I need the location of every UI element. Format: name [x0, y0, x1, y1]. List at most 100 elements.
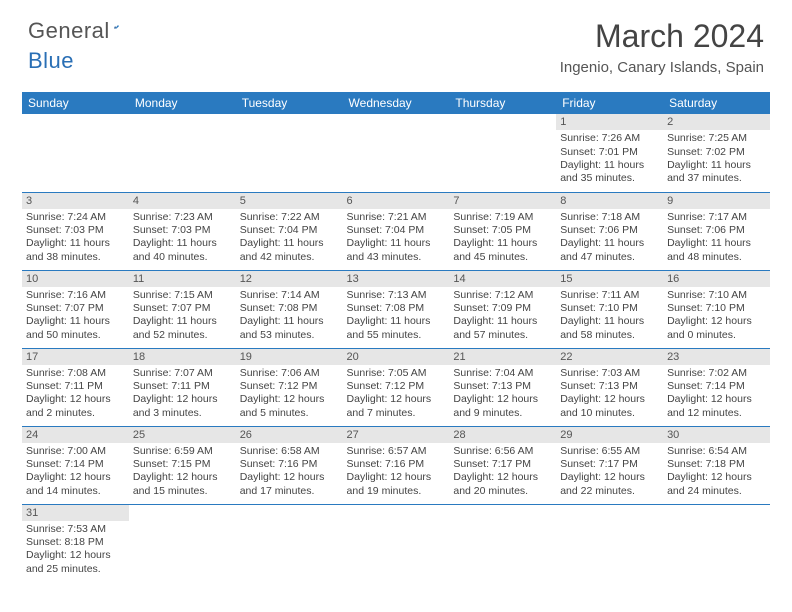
- day-number: 11: [129, 271, 236, 287]
- day-details: Sunrise: 7:10 AMSunset: 7:10 PMDaylight:…: [663, 287, 770, 345]
- day-details: Sunrise: 7:13 AMSunset: 7:08 PMDaylight:…: [343, 287, 450, 345]
- day-details: Sunrise: 7:26 AMSunset: 7:01 PMDaylight:…: [556, 130, 663, 188]
- day-number: 26: [236, 427, 343, 443]
- header: General March 2024 Ingenio, Canary Islan…: [0, 0, 792, 82]
- calendar-day-cell: 30Sunrise: 6:54 AMSunset: 7:18 PMDayligh…: [663, 426, 770, 504]
- brand-text-general: General: [28, 18, 110, 44]
- calendar-day-cell: 22Sunrise: 7:03 AMSunset: 7:13 PMDayligh…: [556, 348, 663, 426]
- weekday-header: Sunday: [22, 92, 129, 114]
- day-number: 13: [343, 271, 450, 287]
- calendar-day-cell: 19Sunrise: 7:06 AMSunset: 7:12 PMDayligh…: [236, 348, 343, 426]
- month-title: March 2024: [560, 18, 764, 55]
- day-details: Sunrise: 7:21 AMSunset: 7:04 PMDaylight:…: [343, 209, 450, 267]
- day-number: 4: [129, 193, 236, 209]
- calendar-day-cell: 29Sunrise: 6:55 AMSunset: 7:17 PMDayligh…: [556, 426, 663, 504]
- day-number: 23: [663, 349, 770, 365]
- calendar-empty-cell: [343, 114, 450, 192]
- calendar-empty-cell: [236, 504, 343, 582]
- weekday-header: Tuesday: [236, 92, 343, 114]
- calendar-day-cell: 9Sunrise: 7:17 AMSunset: 7:06 PMDaylight…: [663, 192, 770, 270]
- day-number: 20: [343, 349, 450, 365]
- brand-text-blue-wrap: Blue: [28, 48, 74, 74]
- day-details: Sunrise: 7:12 AMSunset: 7:09 PMDaylight:…: [449, 287, 556, 345]
- day-details: Sunrise: 7:11 AMSunset: 7:10 PMDaylight:…: [556, 287, 663, 345]
- calendar-day-cell: 23Sunrise: 7:02 AMSunset: 7:14 PMDayligh…: [663, 348, 770, 426]
- calendar-week-row: 10Sunrise: 7:16 AMSunset: 7:07 PMDayligh…: [22, 270, 770, 348]
- day-details: Sunrise: 7:03 AMSunset: 7:13 PMDaylight:…: [556, 365, 663, 423]
- day-number: 17: [22, 349, 129, 365]
- day-number: 19: [236, 349, 343, 365]
- calendar-day-cell: 2Sunrise: 7:25 AMSunset: 7:02 PMDaylight…: [663, 114, 770, 192]
- calendar-day-cell: 18Sunrise: 7:07 AMSunset: 7:11 PMDayligh…: [129, 348, 236, 426]
- day-number: 5: [236, 193, 343, 209]
- day-number: 9: [663, 193, 770, 209]
- title-block: March 2024 Ingenio, Canary Islands, Spai…: [560, 18, 764, 76]
- weekday-header: Friday: [556, 92, 663, 114]
- calendar-week-row: 3Sunrise: 7:24 AMSunset: 7:03 PMDaylight…: [22, 192, 770, 270]
- calendar-day-cell: 12Sunrise: 7:14 AMSunset: 7:08 PMDayligh…: [236, 270, 343, 348]
- calendar-day-cell: 1Sunrise: 7:26 AMSunset: 7:01 PMDaylight…: [556, 114, 663, 192]
- day-details: Sunrise: 7:08 AMSunset: 7:11 PMDaylight:…: [22, 365, 129, 423]
- day-number: 7: [449, 193, 556, 209]
- calendar-day-cell: 11Sunrise: 7:15 AMSunset: 7:07 PMDayligh…: [129, 270, 236, 348]
- day-details: Sunrise: 7:22 AMSunset: 7:04 PMDaylight:…: [236, 209, 343, 267]
- flag-icon: [114, 19, 119, 35]
- calendar-day-cell: 24Sunrise: 7:00 AMSunset: 7:14 PMDayligh…: [22, 426, 129, 504]
- day-details: Sunrise: 7:17 AMSunset: 7:06 PMDaylight:…: [663, 209, 770, 267]
- day-details: Sunrise: 7:25 AMSunset: 7:02 PMDaylight:…: [663, 130, 770, 188]
- day-details: Sunrise: 7:05 AMSunset: 7:12 PMDaylight:…: [343, 365, 450, 423]
- weekday-header: Thursday: [449, 92, 556, 114]
- day-number: 8: [556, 193, 663, 209]
- day-details: Sunrise: 7:00 AMSunset: 7:14 PMDaylight:…: [22, 443, 129, 501]
- day-number: 28: [449, 427, 556, 443]
- day-number: 25: [129, 427, 236, 443]
- calendar-table: SundayMondayTuesdayWednesdayThursdayFrid…: [22, 92, 770, 582]
- day-number: 3: [22, 193, 129, 209]
- day-details: Sunrise: 6:55 AMSunset: 7:17 PMDaylight:…: [556, 443, 663, 501]
- calendar-week-row: 24Sunrise: 7:00 AMSunset: 7:14 PMDayligh…: [22, 426, 770, 504]
- calendar-day-cell: 25Sunrise: 6:59 AMSunset: 7:15 PMDayligh…: [129, 426, 236, 504]
- day-details: Sunrise: 7:06 AMSunset: 7:12 PMDaylight:…: [236, 365, 343, 423]
- calendar-day-cell: 28Sunrise: 6:56 AMSunset: 7:17 PMDayligh…: [449, 426, 556, 504]
- weekday-header: Saturday: [663, 92, 770, 114]
- day-number: 29: [556, 427, 663, 443]
- calendar-week-row: 17Sunrise: 7:08 AMSunset: 7:11 PMDayligh…: [22, 348, 770, 426]
- calendar-empty-cell: [236, 114, 343, 192]
- day-number: 16: [663, 271, 770, 287]
- day-details: Sunrise: 7:19 AMSunset: 7:05 PMDaylight:…: [449, 209, 556, 267]
- day-number: 12: [236, 271, 343, 287]
- calendar-day-cell: 8Sunrise: 7:18 AMSunset: 7:06 PMDaylight…: [556, 192, 663, 270]
- day-number: 2: [663, 114, 770, 130]
- calendar-day-cell: 16Sunrise: 7:10 AMSunset: 7:10 PMDayligh…: [663, 270, 770, 348]
- calendar-day-cell: 26Sunrise: 6:58 AMSunset: 7:16 PMDayligh…: [236, 426, 343, 504]
- weekday-header: Wednesday: [343, 92, 450, 114]
- calendar-week-row: 1Sunrise: 7:26 AMSunset: 7:01 PMDaylight…: [22, 114, 770, 192]
- day-number: 14: [449, 271, 556, 287]
- calendar-day-cell: 6Sunrise: 7:21 AMSunset: 7:04 PMDaylight…: [343, 192, 450, 270]
- day-number: 21: [449, 349, 556, 365]
- calendar-day-cell: 13Sunrise: 7:13 AMSunset: 7:08 PMDayligh…: [343, 270, 450, 348]
- day-details: Sunrise: 6:54 AMSunset: 7:18 PMDaylight:…: [663, 443, 770, 501]
- day-number: 10: [22, 271, 129, 287]
- calendar-day-cell: 27Sunrise: 6:57 AMSunset: 7:16 PMDayligh…: [343, 426, 450, 504]
- day-number: 24: [22, 427, 129, 443]
- day-details: Sunrise: 6:57 AMSunset: 7:16 PMDaylight:…: [343, 443, 450, 501]
- day-details: Sunrise: 7:15 AMSunset: 7:07 PMDaylight:…: [129, 287, 236, 345]
- day-number: 27: [343, 427, 450, 443]
- calendar-day-cell: 3Sunrise: 7:24 AMSunset: 7:03 PMDaylight…: [22, 192, 129, 270]
- day-details: Sunrise: 7:16 AMSunset: 7:07 PMDaylight:…: [22, 287, 129, 345]
- day-details: Sunrise: 6:59 AMSunset: 7:15 PMDaylight:…: [129, 443, 236, 501]
- day-details: Sunrise: 7:18 AMSunset: 7:06 PMDaylight:…: [556, 209, 663, 267]
- day-details: Sunrise: 7:14 AMSunset: 7:08 PMDaylight:…: [236, 287, 343, 345]
- calendar-day-cell: 17Sunrise: 7:08 AMSunset: 7:11 PMDayligh…: [22, 348, 129, 426]
- day-details: Sunrise: 7:02 AMSunset: 7:14 PMDaylight:…: [663, 365, 770, 423]
- day-number: 22: [556, 349, 663, 365]
- day-details: Sunrise: 7:24 AMSunset: 7:03 PMDaylight:…: [22, 209, 129, 267]
- day-number: 6: [343, 193, 450, 209]
- calendar-day-cell: 7Sunrise: 7:19 AMSunset: 7:05 PMDaylight…: [449, 192, 556, 270]
- brand-logo: General: [28, 18, 142, 44]
- calendar-empty-cell: [22, 114, 129, 192]
- calendar-empty-cell: [129, 114, 236, 192]
- day-number: 31: [22, 505, 129, 521]
- day-details: Sunrise: 7:07 AMSunset: 7:11 PMDaylight:…: [129, 365, 236, 423]
